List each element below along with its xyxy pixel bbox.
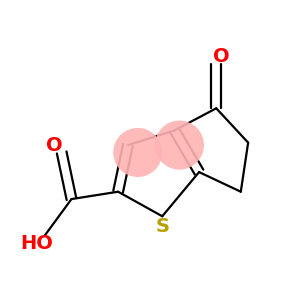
Text: O: O bbox=[213, 47, 230, 66]
Circle shape bbox=[155, 121, 204, 170]
Text: S: S bbox=[155, 217, 169, 236]
Circle shape bbox=[113, 128, 162, 177]
Text: O: O bbox=[46, 136, 63, 154]
Text: HO: HO bbox=[21, 234, 54, 253]
